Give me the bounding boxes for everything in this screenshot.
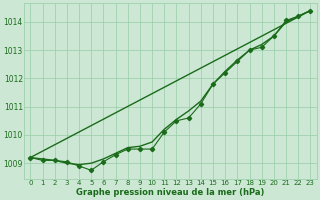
X-axis label: Graphe pression niveau de la mer (hPa): Graphe pression niveau de la mer (hPa) [76, 188, 265, 197]
